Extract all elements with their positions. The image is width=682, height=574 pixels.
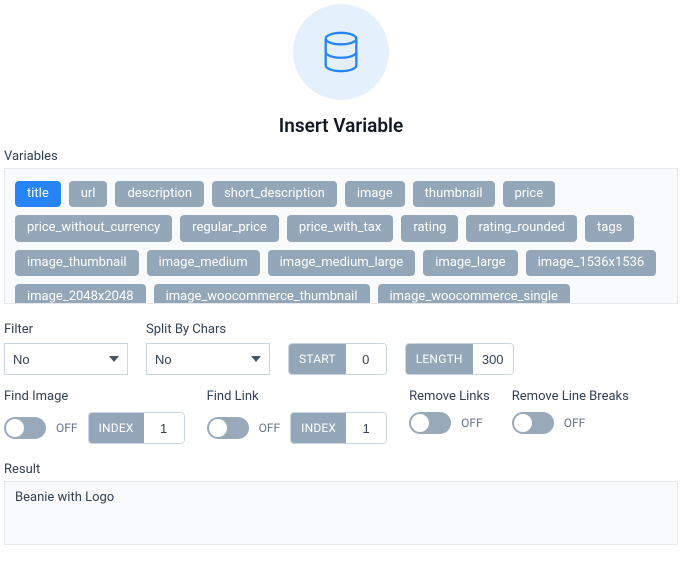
variable-chip[interactable]: image_medium — [147, 250, 260, 276]
controls-row: Filter No Split By Chars No START LENGTH — [4, 322, 678, 375]
length-col: LENGTH — [405, 322, 514, 375]
variables-label: Variables — [4, 149, 680, 164]
remove-links-state: OFF — [461, 416, 483, 430]
variable-chip[interactable]: title — [15, 181, 61, 207]
variable-chip[interactable]: short_description — [212, 181, 337, 207]
find-image-index-group: INDEX — [88, 412, 185, 444]
length-tag: LENGTH — [406, 344, 473, 374]
find-image-label: Find Image — [4, 389, 185, 404]
variable-chip[interactable]: rating — [401, 215, 458, 241]
find-link-index-input[interactable] — [346, 413, 386, 443]
variable-chip[interactable]: url — [69, 181, 108, 207]
split-label: Split By Chars — [146, 322, 270, 337]
filter-label: Filter — [4, 322, 128, 337]
filter-select[interactable]: No — [4, 343, 128, 375]
database-icon — [318, 29, 364, 75]
toggle-row: Find Image OFF INDEX Find Link OFF INDEX — [4, 389, 678, 444]
variable-chip[interactable]: image_woocommerce_single — [378, 284, 570, 304]
variable-chip[interactable]: regular_price — [180, 215, 279, 241]
find-link-state: OFF — [259, 421, 281, 435]
variable-chip[interactable]: image_medium_large — [268, 250, 416, 276]
find-link-label: Find Link — [207, 389, 388, 404]
remove-links-label: Remove Links — [409, 389, 490, 404]
remove-breaks-col: Remove Line Breaks OFF — [512, 389, 629, 444]
variable-chip[interactable]: image — [345, 181, 405, 207]
variable-chip[interactable]: price_without_currency — [15, 215, 172, 241]
variable-chip[interactable]: image_woocommerce_thumbnail — [154, 284, 370, 304]
filter-col: Filter No — [4, 322, 128, 375]
start-tag: START — [289, 344, 346, 374]
result-box[interactable]: Beanie with Logo — [4, 481, 678, 545]
remove-breaks-toggle[interactable] — [512, 412, 554, 434]
find-link-index-tag: INDEX — [291, 413, 346, 443]
find-image-index-input[interactable] — [144, 413, 184, 443]
remove-breaks-state: OFF — [564, 416, 586, 430]
variables-panel[interactable]: titleurldescriptionshort_descriptionimag… — [4, 168, 678, 304]
variable-chip[interactable]: image_thumbnail — [15, 250, 139, 276]
find-link-col: Find Link OFF INDEX — [207, 389, 388, 444]
variable-chip[interactable]: image_large — [423, 250, 517, 276]
find-image-toggle[interactable] — [4, 417, 46, 439]
variable-chip[interactable]: description — [115, 181, 204, 207]
variable-chip[interactable]: thumbnail — [413, 181, 495, 207]
remove-links-col: Remove Links OFF — [409, 389, 490, 444]
result-value: Beanie with Logo — [15, 490, 114, 505]
find-image-state: OFF — [56, 421, 78, 435]
variable-chip[interactable]: image_1536x1536 — [526, 250, 657, 276]
variable-chip[interactable]: image_2048x2048 — [15, 284, 146, 304]
find-link-toggle[interactable] — [207, 417, 249, 439]
variable-chip[interactable]: price_with_tax — [287, 215, 393, 241]
split-col: Split By Chars No — [146, 322, 270, 375]
variable-chip[interactable]: rating_rounded — [466, 215, 577, 241]
start-input[interactable] — [346, 344, 386, 374]
variable-chip[interactable]: tags — [585, 215, 634, 241]
length-input[interactable] — [473, 344, 513, 374]
header-icon-circle — [293, 4, 389, 100]
length-input-group: LENGTH — [405, 343, 514, 375]
start-input-group: START — [288, 343, 387, 375]
find-image-col: Find Image OFF INDEX — [4, 389, 185, 444]
start-col: START — [288, 322, 387, 375]
remove-links-toggle[interactable] — [409, 412, 451, 434]
header-icon-wrap — [2, 0, 680, 100]
variable-chip[interactable]: price — [503, 181, 556, 207]
result-label: Result — [4, 462, 680, 477]
find-link-index-group: INDEX — [290, 412, 387, 444]
remove-breaks-label: Remove Line Breaks — [512, 389, 629, 404]
split-select[interactable]: No — [146, 343, 270, 375]
page-title: Insert Variable — [2, 114, 680, 137]
find-image-index-tag: INDEX — [89, 413, 144, 443]
